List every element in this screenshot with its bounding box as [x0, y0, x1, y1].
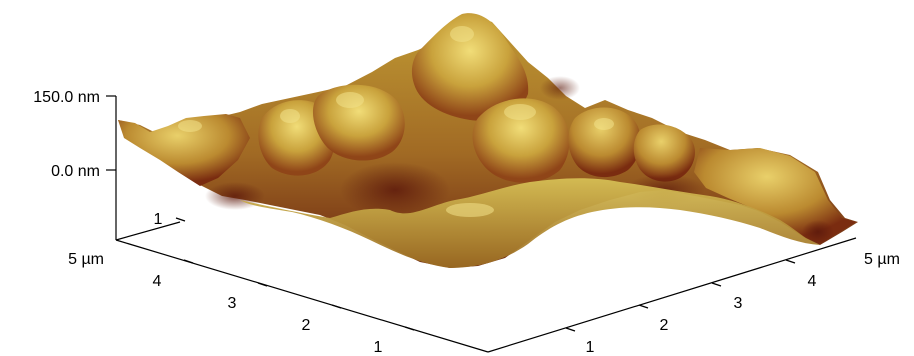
back-axis-tick-1: 1: [154, 211, 163, 228]
right-axis-tick-5: 5 µm: [864, 251, 900, 268]
z-axis: 150.0 nm 0.0 nm: [33, 89, 117, 240]
surface-main-peak: [411, 13, 529, 121]
surface-highlights: [178, 26, 614, 217]
surface-dome-right: [568, 107, 641, 178]
left-axis-tick-5: 5 µm: [68, 251, 104, 268]
surface-valley-back: [540, 76, 580, 100]
surface-front-edge: [240, 178, 820, 268]
right-axis-tick-1: 1: [586, 339, 595, 356]
right-axis-tick-4: 4: [808, 273, 817, 290]
surface-left-ridge: [118, 114, 250, 186]
surface-right-ridge: [694, 148, 856, 244]
surface-dome-central: [312, 84, 405, 161]
right-axis-tick-2: 2: [660, 317, 669, 334]
z-axis-zero-label: 0.0 nm: [51, 163, 100, 180]
right-floor-axis: 1 2 3 4 5 µm: [487, 237, 900, 356]
left-axis-tick-1: 1: [374, 339, 383, 356]
surface-valley-left: [205, 182, 265, 210]
afm-surface: [118, 13, 858, 268]
left-axis-tick-4: 4: [153, 273, 162, 290]
z-axis-top-label: 150.0 nm: [33, 89, 100, 106]
right-axis-tick-3: 3: [734, 295, 743, 312]
surface-valley-far-right: [802, 220, 834, 244]
surface-dome-right-center: [472, 98, 570, 183]
surface-dome-far-right: [633, 124, 695, 182]
surface-valley-center: [340, 162, 450, 218]
left-axis-tick-2: 2: [302, 317, 311, 334]
left-floor-axis: 1 2 3 4 5 µm 1: [68, 211, 489, 356]
left-axis-tick-3: 3: [228, 295, 237, 312]
